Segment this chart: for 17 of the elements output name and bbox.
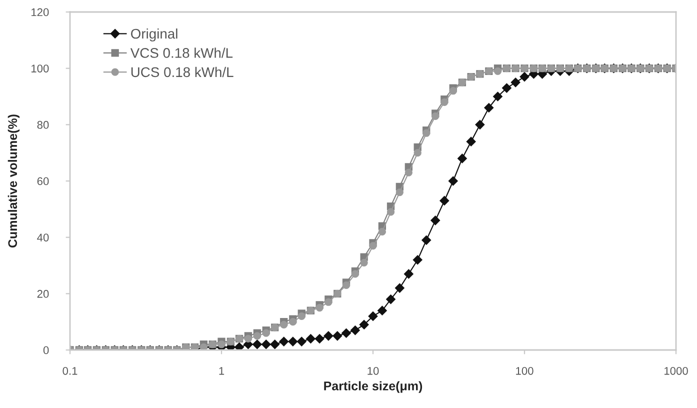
y-tick-label: 0 [43, 346, 49, 354]
y-tick-label: 100 [31, 64, 49, 72]
x-tick-label: 0.1 [62, 366, 78, 375]
y-tick-label: 40 [37, 234, 49, 242]
legend-label: VCS 0.18 kWh/L [130, 48, 233, 58]
y-axis-title: Cumulative volume(%) [8, 114, 20, 248]
y-tick-label: 120 [31, 8, 49, 16]
legend-label: UCS 0.18 kWh/L [131, 66, 234, 78]
x-tick-label: 100 [516, 366, 534, 375]
y-tick-label: 80 [37, 120, 49, 129]
x-tick-label: 1 [219, 367, 224, 375]
x-axis-title: Particle size(μm) [324, 381, 422, 393]
x-tick-label: 10 [368, 366, 379, 375]
legend-label: Original [131, 28, 178, 42]
x-tick-label: 1000 [664, 366, 688, 375]
y-tick-label: 60 [37, 177, 49, 186]
y-tick-label: 20 [37, 290, 49, 298]
